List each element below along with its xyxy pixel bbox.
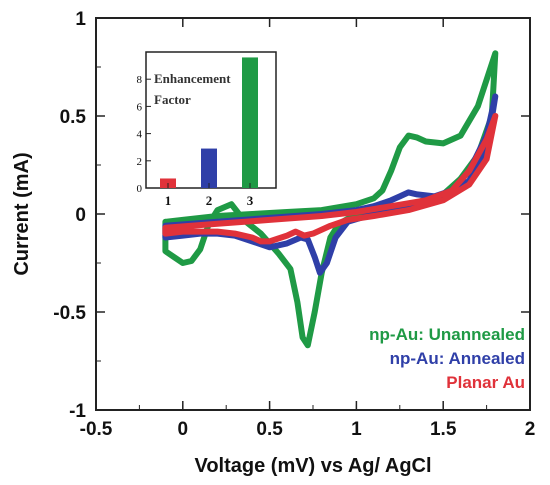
y-tick-label: 1	[75, 9, 86, 30]
series-layer	[162, 50, 499, 349]
series-line-3	[162, 113, 499, 245]
x-tick-label: -0.5	[80, 419, 113, 440]
y-tick-label: -0.5	[53, 303, 86, 324]
inset-x-tick-label: 1	[165, 193, 172, 208]
y-axis: -1 -0.5 0 0.5 1	[53, 9, 530, 422]
legend-entry-2: np-Au: Annealed	[390, 349, 525, 368]
inset-y-tick-label: 4	[137, 129, 143, 141]
inset-x-axis: 1 2 3	[165, 183, 254, 208]
x-axis-label: Voltage (mV) vs Ag/ AgCl	[194, 455, 431, 477]
inset-bar-chart: 0 2 4 6 8 1 2 3 Enhancement Factor	[137, 51, 277, 208]
inset-y-tick-label: 2	[137, 156, 143, 168]
legend-entry-1: np-Au: Unannealed	[369, 325, 525, 344]
x-tick-label: 2	[525, 419, 536, 440]
x-axis: -0.5 0 0.5 1 1.5 2	[80, 18, 536, 440]
y-tick-label: -1	[69, 401, 86, 422]
inset-bar-3	[242, 57, 258, 188]
x-tick-label: 1	[351, 419, 362, 440]
inset-title-line-2: Factor	[154, 92, 191, 107]
inset-y-tick-label: 6	[137, 101, 143, 113]
y-tick-label: 0.5	[60, 107, 87, 128]
inset-title: Enhancement Factor	[154, 71, 231, 107]
legend-entry-3: Planar Au	[446, 373, 525, 392]
y-axis-label: Current (mA)	[11, 152, 33, 275]
inset-bars	[160, 57, 258, 188]
x-tick-label: 0.5	[256, 419, 283, 440]
y-tick-label: 0	[75, 205, 86, 226]
legend: np-Au: Unannealed np-Au: Annealed Planar A…	[369, 325, 525, 392]
inset-x-tick-label: 2	[206, 193, 213, 208]
x-tick-label: 1.5	[430, 419, 457, 440]
inset-x-tick-label: 3	[247, 193, 254, 208]
inset-y-tick-label: 8	[137, 74, 143, 86]
inset-bar-2	[201, 148, 217, 188]
inset-title-line-1: Enhancement	[154, 71, 231, 86]
main-plot: -0.5 0 0.5 1 1.5 2 -1-0.500.51 Voltage (mV) v…	[11, 9, 535, 477]
inset-y-tick-label: 0	[137, 183, 143, 195]
inset-y-axis: 0 2 4 6 8	[137, 74, 151, 195]
x-tick-label: 0	[178, 419, 189, 440]
